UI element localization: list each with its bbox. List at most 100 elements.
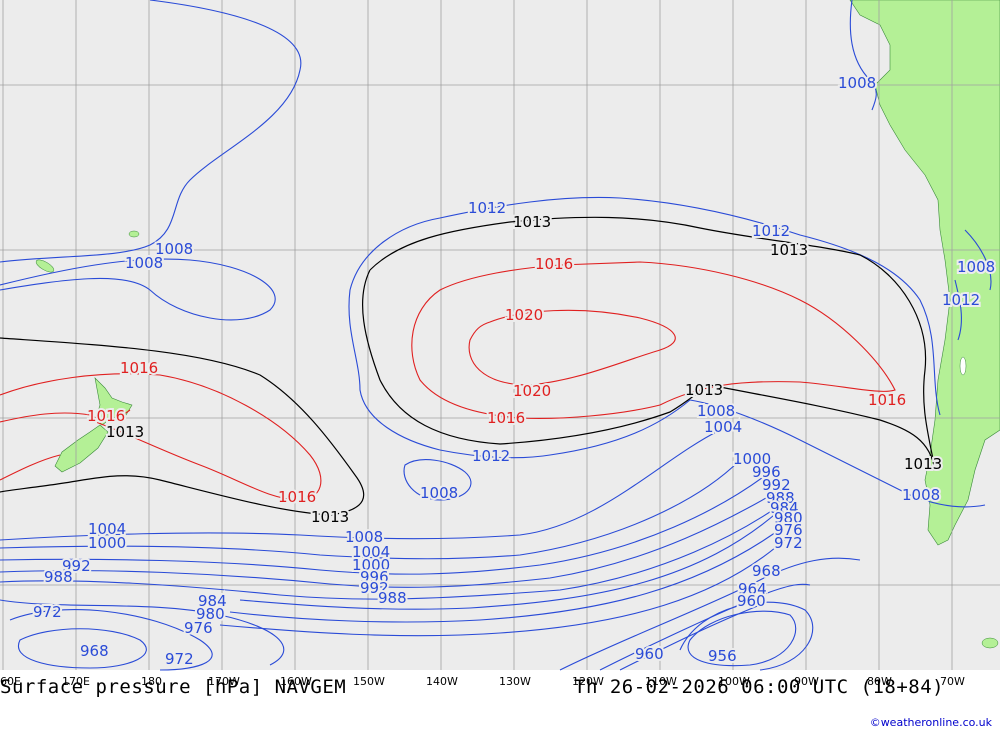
isobars-black bbox=[0, 216, 936, 516]
isobar-label: 1008 bbox=[957, 258, 995, 276]
isobar-label: 1012 bbox=[752, 222, 790, 240]
isobar-1008-north bbox=[0, 0, 302, 263]
lon-tick: 120W bbox=[572, 675, 604, 688]
isobar-label: 1016 bbox=[87, 407, 125, 425]
isobar-label: 956 bbox=[708, 647, 737, 665]
isobar-label: 992 bbox=[62, 557, 91, 575]
isobar-label: 1012 bbox=[472, 447, 510, 465]
longitude-ticks: 60E 170E 180 170W 160W 150W 140W 130W 12… bbox=[0, 675, 965, 688]
isobar-956-loop bbox=[687, 610, 797, 667]
isobar-label: 972 bbox=[165, 650, 194, 668]
isobar-label: 1013 bbox=[106, 423, 144, 441]
lon-tick: 150W bbox=[353, 675, 385, 688]
isobar-label: 1008 bbox=[902, 486, 940, 504]
isobar-label: 992 bbox=[360, 579, 389, 597]
isobar-968-low-west bbox=[17, 628, 147, 669]
lon-tick: 110W bbox=[645, 675, 677, 688]
isobar-label: 1008 bbox=[420, 484, 458, 502]
isobar-972-arc bbox=[0, 599, 285, 666]
isobar-964-east bbox=[599, 583, 811, 671]
isobar-label: 1013 bbox=[685, 381, 723, 399]
isobar-label: 1013 bbox=[513, 213, 551, 231]
lon-tick: 180 bbox=[141, 675, 162, 688]
isobar-label: 992 bbox=[762, 476, 791, 494]
isobar-label: 1000 bbox=[352, 556, 390, 574]
land-island-fiji bbox=[128, 230, 140, 238]
lon-tick: 130W bbox=[499, 675, 531, 688]
isobar-label: 1000 bbox=[88, 534, 126, 552]
isobar-960-east bbox=[619, 604, 761, 671]
isobars-blue bbox=[0, 0, 992, 671]
isobar-1013-pacific bbox=[369, 216, 936, 471]
isobar-1000-arc bbox=[0, 459, 741, 560]
isobar-label: 1016 bbox=[487, 409, 525, 427]
isobar-label: 964 bbox=[738, 580, 767, 598]
isobar-968-east bbox=[559, 557, 861, 671]
isobar-label: 984 bbox=[198, 592, 227, 610]
isobar-label: 1016 bbox=[120, 359, 158, 377]
lon-tick: 170W bbox=[208, 675, 240, 688]
isobar-1008-cut bbox=[689, 399, 986, 508]
isobar-988-arc bbox=[0, 497, 791, 600]
isobar-label: 976 bbox=[184, 619, 213, 637]
lon-tick: 80W bbox=[867, 675, 892, 688]
isobar-label: 972 bbox=[33, 603, 62, 621]
isobar-label: 1016 bbox=[278, 488, 316, 506]
isobar-label: 1020 bbox=[505, 306, 543, 324]
isobar-label: 1008 bbox=[345, 528, 383, 546]
isobar-label: 980 bbox=[774, 509, 803, 527]
isobar-972-loop-west bbox=[9, 609, 213, 671]
isobar-984-arc bbox=[239, 509, 781, 610]
valid-time: Th 26-02-2026 06:00 UTC (18+84) bbox=[574, 676, 945, 698]
isobar-1008-small-loop bbox=[403, 459, 472, 501]
isobar-1008-west bbox=[0, 258, 276, 321]
isobar-1012-sa-coast bbox=[954, 279, 962, 341]
isobar-label: 1012 bbox=[942, 291, 980, 309]
isobar-label: 1016 bbox=[868, 391, 906, 409]
isobar-1012-pacific bbox=[348, 217, 691, 459]
isobar-label: 960 bbox=[635, 645, 664, 663]
isobar-label: 1013 bbox=[770, 241, 808, 259]
lon-tick: 70W bbox=[940, 675, 965, 688]
isobar-label: 976 bbox=[774, 521, 803, 539]
lon-tick: 100W bbox=[718, 675, 750, 688]
isobar-label: 1004 bbox=[88, 520, 126, 538]
isobar-label: 1004 bbox=[352, 543, 390, 561]
land-island-chiloe bbox=[959, 356, 967, 376]
isobar-1016-nz-west bbox=[0, 409, 131, 423]
lon-tick: 160W bbox=[280, 675, 312, 688]
isobar-label: 1000 bbox=[733, 450, 771, 468]
isobar-label: 996 bbox=[752, 463, 781, 481]
isobar-1016-nz bbox=[0, 373, 322, 501]
land-island-falklands bbox=[981, 637, 999, 649]
isobar-1013-pacific-west bbox=[361, 269, 936, 471]
lat-lon-grid bbox=[0, 0, 1000, 670]
isobar-960-loop bbox=[679, 601, 814, 671]
map-title: Surface pressure [hPa] NAVGEM bbox=[0, 676, 347, 698]
land-new-zealand-south bbox=[54, 424, 109, 473]
isobar-label: 1008 bbox=[155, 240, 193, 258]
isobar-label: 1012 bbox=[468, 199, 506, 217]
credit-link[interactable]: ©weatheronline.co.uk bbox=[869, 716, 992, 729]
isobar-976-arc bbox=[219, 534, 791, 637]
lon-tick: 60E bbox=[0, 675, 21, 688]
isobar-1016-sw bbox=[0, 454, 61, 481]
lon-tick: 90W bbox=[794, 675, 819, 688]
isobar-1013-west-south bbox=[0, 475, 331, 516]
isobar-996-arc bbox=[0, 471, 771, 575]
land-new-zealand-north bbox=[94, 377, 133, 426]
isobar-label: 960 bbox=[737, 592, 766, 610]
isobar-label: 1008 bbox=[838, 74, 876, 92]
isobar-1012-north bbox=[439, 196, 941, 416]
isobar-label: 1008 bbox=[697, 402, 735, 420]
land-island-new-caledonia bbox=[35, 259, 55, 273]
isobar-1013-west bbox=[0, 337, 365, 516]
isobar-label: 996 bbox=[360, 568, 389, 586]
isobar-1016-high bbox=[411, 261, 896, 419]
isobar-label: 980 bbox=[196, 605, 225, 623]
lon-tick: 170E bbox=[62, 675, 90, 688]
isobar-label: 1008 bbox=[125, 254, 163, 272]
isobar-label: 1016 bbox=[535, 255, 573, 273]
isobar-label: 988 bbox=[378, 589, 407, 607]
